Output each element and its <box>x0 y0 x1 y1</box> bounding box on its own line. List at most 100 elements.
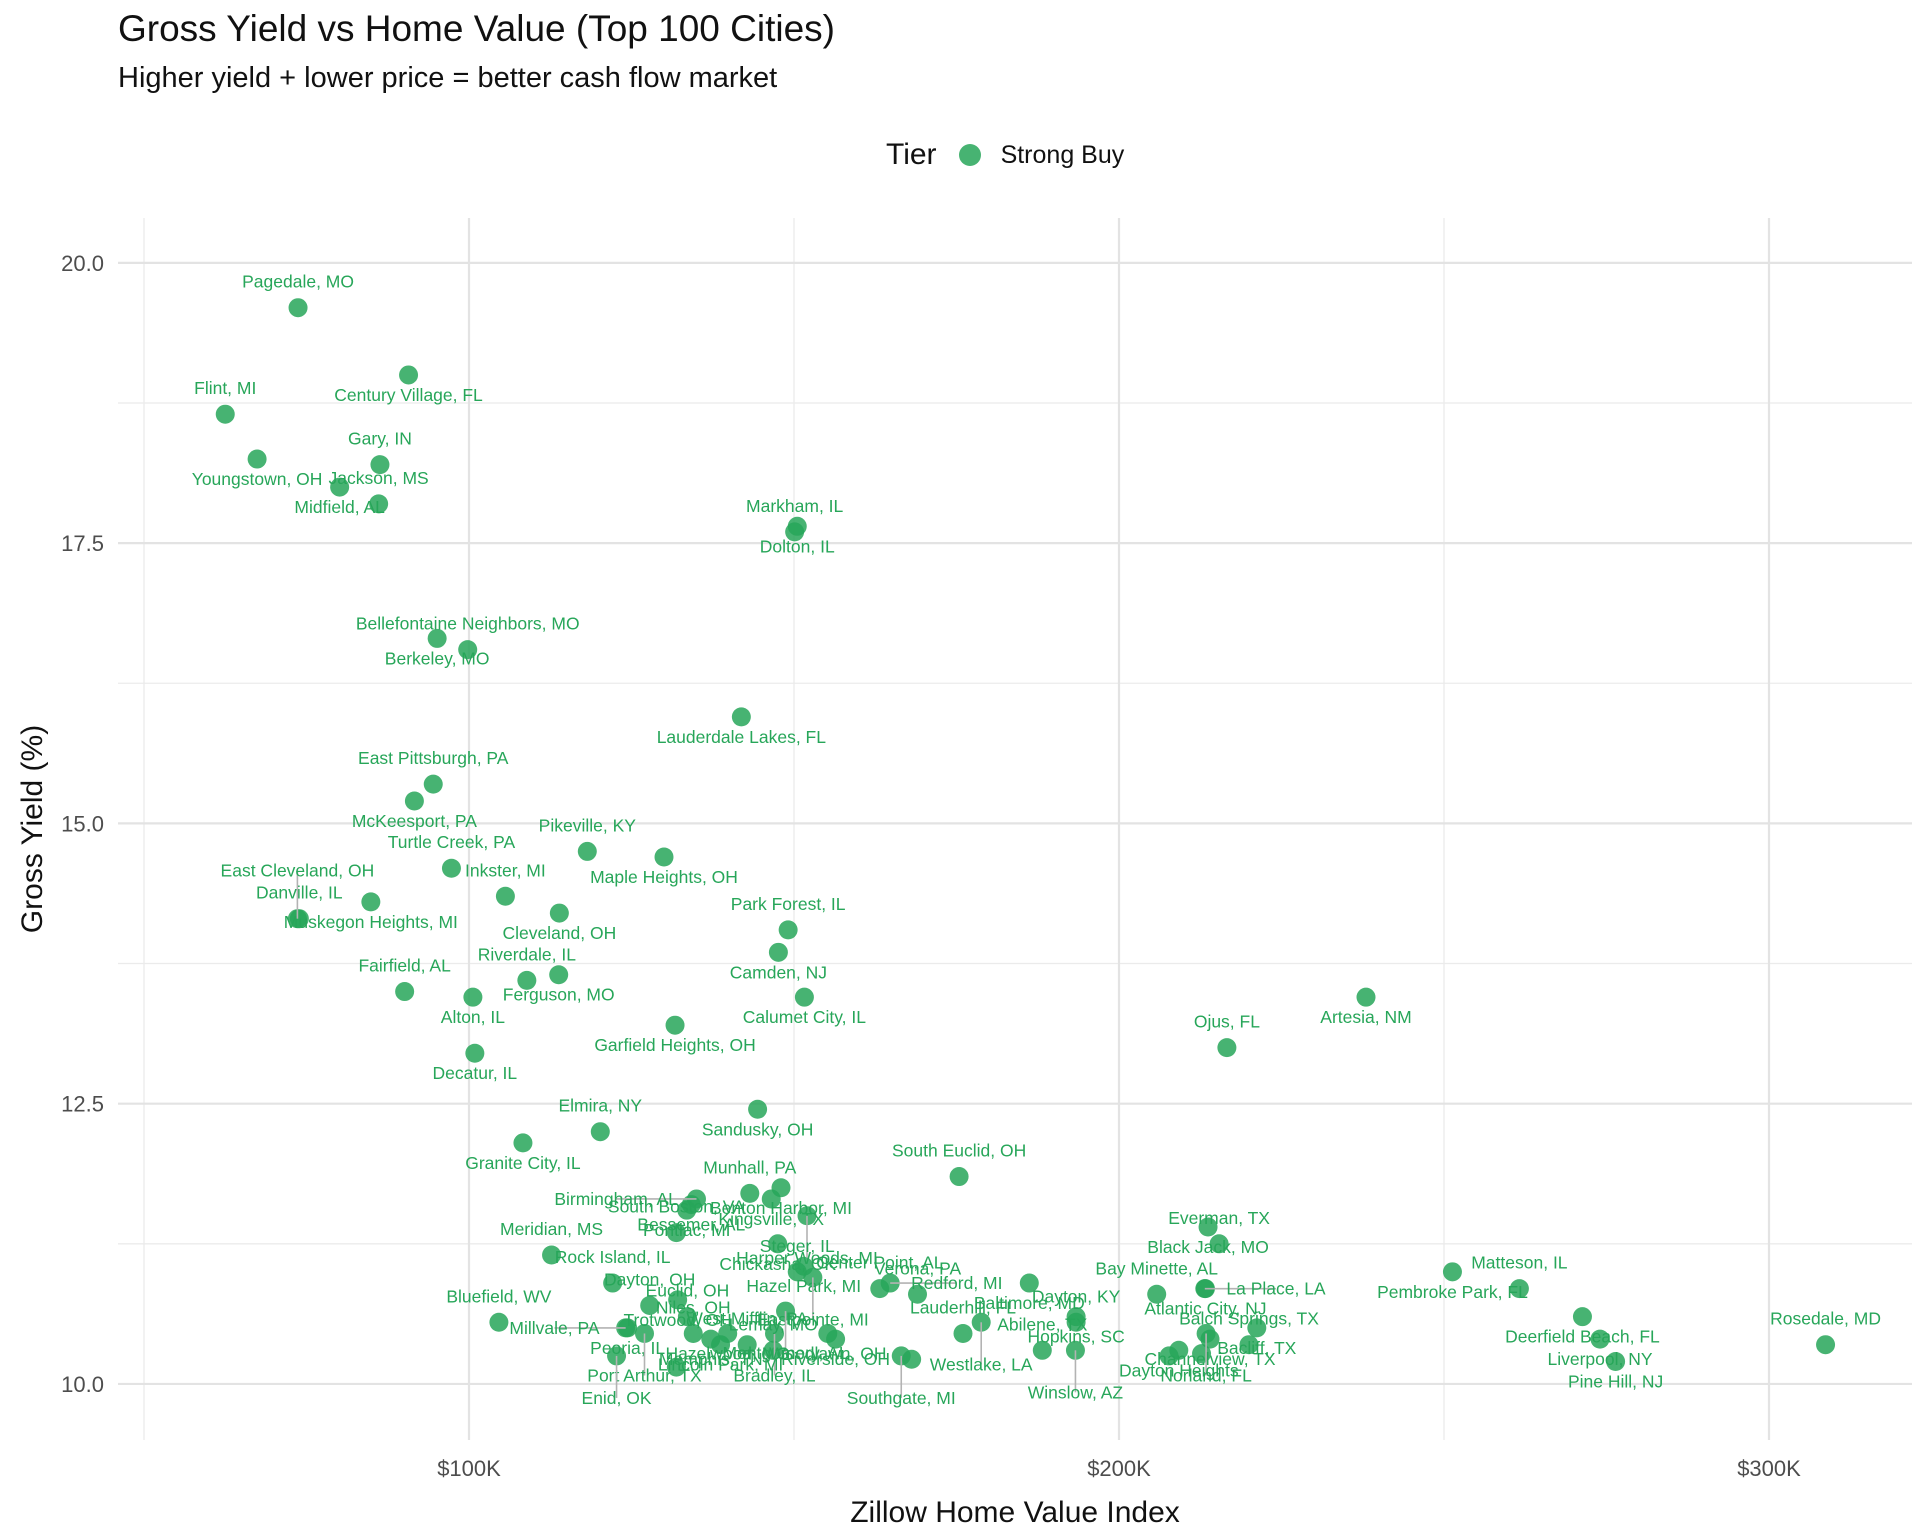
point-label: Riverside, OH <box>781 1349 890 1369</box>
data-point <box>785 522 805 542</box>
data-point <box>1066 1312 1086 1332</box>
point-label: Memphis, TN <box>659 1349 763 1369</box>
point-label: Bellefontaine Neighbors, MO <box>356 614 580 634</box>
data-point <box>1247 1318 1267 1338</box>
data-point <box>1147 1284 1167 1304</box>
data-point <box>778 920 798 940</box>
point-label: East Pittsburgh, PA <box>358 748 509 768</box>
data-point <box>458 640 478 660</box>
point-label: Matteson, IL <box>1471 1253 1568 1273</box>
data-point <box>513 1133 533 1153</box>
point-label: Pikeville, KY <box>539 815 637 835</box>
data-point <box>463 987 483 1007</box>
data-point <box>1032 1340 1052 1360</box>
data-point <box>1019 1273 1039 1293</box>
point-label: Balch Springs, TX <box>1179 1309 1319 1329</box>
point-label: Bacliff, TX <box>1217 1338 1296 1358</box>
data-point <box>577 841 597 861</box>
point-label: La Place, LA <box>1226 1279 1326 1299</box>
point-label: Century Village, FL <box>334 385 483 405</box>
data-point <box>668 1290 688 1310</box>
point-label: Birmingham, AL <box>554 1189 678 1209</box>
data-point <box>427 628 447 648</box>
point-label: Montgomery, AL <box>722 1343 848 1363</box>
point-label: Markham, IL <box>746 496 844 516</box>
data-point <box>737 1335 757 1355</box>
point-label: Verona, PA <box>874 1258 962 1278</box>
point-label: Lincoln Park, MI <box>658 1355 783 1375</box>
point-label: Millvale, PA <box>509 1318 599 1338</box>
point-label: Bluefield, WV <box>446 1286 551 1306</box>
x-axis-title: Zillow Home Value Index <box>850 1496 1180 1529</box>
data-point <box>330 477 350 497</box>
minor-gridlines <box>118 218 1912 1440</box>
chart-subtitle: Higher yield + lower price = better cash… <box>118 62 778 94</box>
data-point <box>1442 1262 1462 1282</box>
data-point <box>1509 1279 1529 1299</box>
point-label: Sandusky, OH <box>702 1119 814 1139</box>
data-point <box>683 1323 703 1343</box>
point-label: Peoria, IL <box>590 1338 665 1358</box>
point-label: Calumet City, IL <box>743 1007 866 1027</box>
data-point <box>603 1273 623 1293</box>
data-point <box>590 1122 610 1142</box>
point-label: Bay Minette, AL <box>1095 1258 1218 1278</box>
point-label: Dayton Heights <box>1119 1360 1239 1380</box>
data-point <box>666 1357 686 1377</box>
point-label: Gary, IN <box>348 429 412 449</box>
point-label: Winslow, AZ <box>1028 1382 1124 1402</box>
point-label: Cleveland, OH <box>502 923 616 943</box>
point-label: Berkeley, MO <box>385 648 490 668</box>
data-point <box>288 298 308 318</box>
y-tick-label: 10.0 <box>61 1372 104 1397</box>
y-tick-label: 17.5 <box>61 531 104 556</box>
legend-label-strong-buy: Strong Buy <box>1000 140 1125 169</box>
point-label: Granite City, IL <box>465 1153 581 1173</box>
point-label: Flint, MI <box>194 378 256 398</box>
data-point <box>489 1312 509 1332</box>
point-label: Bessemer, AL <box>637 1215 745 1235</box>
x-tick-label: $100K <box>437 1456 501 1481</box>
point-label: Alton, IL <box>441 1007 505 1027</box>
point-label: Euclid, OH <box>646 1281 730 1301</box>
point-label: Enid, OK <box>582 1388 652 1408</box>
point-label: Southgate, MI <box>847 1388 956 1408</box>
point-label: South Boston, VA <box>608 1197 745 1217</box>
point-label: Center Point, AL <box>816 1253 944 1273</box>
point-label: McKeesport, PA <box>352 811 477 831</box>
y-tick-label: 20.0 <box>61 251 104 276</box>
data-point <box>1209 1234 1229 1254</box>
data-point <box>768 942 788 962</box>
data-point <box>740 1183 760 1203</box>
data-point <box>369 494 389 514</box>
data-point <box>711 1335 731 1355</box>
point-label: Baltimore, MD <box>974 1293 1085 1313</box>
point-label: Maple Heights, OH <box>590 867 738 887</box>
y-tick-label: 12.5 <box>61 1092 104 1117</box>
data-point <box>654 847 674 867</box>
point-label: Pine Hill, NJ <box>1568 1372 1663 1392</box>
point-label: Deerfield Beach, FL <box>1505 1327 1660 1347</box>
major-gridlines <box>118 218 1912 1440</box>
data-point <box>1572 1307 1592 1327</box>
point-label: Garfield Heights, OH <box>594 1035 755 1055</box>
point-label: Dolton, IL <box>760 536 835 556</box>
x-tick-label: $300K <box>1737 1456 1801 1481</box>
point-label: West Mifflin, PA <box>686 1309 808 1329</box>
data-point <box>1816 1335 1836 1355</box>
point-label: Pembroke Park, FL <box>1377 1282 1528 1302</box>
point-label: Harper Woods, MI <box>736 1248 878 1268</box>
point-label: Decatur, IL <box>433 1063 518 1083</box>
point-label: Artesia, NM <box>1320 1007 1411 1027</box>
point-label: South Euclid, OH <box>892 1141 1026 1161</box>
point-label: Munhall, PA <box>703 1157 796 1177</box>
point-label: Youngstown, OH <box>192 469 323 489</box>
data-point <box>361 892 381 912</box>
y-axis-title: Gross Yield (%) <box>16 725 49 933</box>
data-point <box>423 774 443 794</box>
data-point <box>666 1223 686 1243</box>
data-point <box>542 1245 562 1265</box>
legend-key-strong-buy <box>958 144 981 166</box>
data-point <box>640 1295 660 1315</box>
